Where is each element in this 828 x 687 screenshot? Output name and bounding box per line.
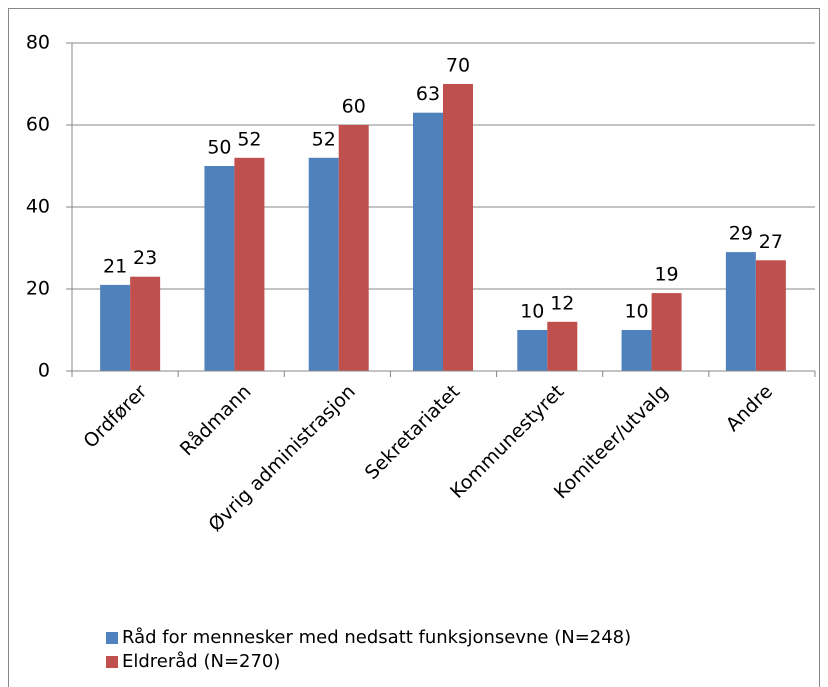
y-tick-label: 80 <box>26 32 50 54</box>
value-label: 19 <box>654 264 678 286</box>
value-label: 52 <box>237 128 261 150</box>
bar <box>651 293 682 371</box>
bar <box>725 252 756 371</box>
bar <box>100 284 131 371</box>
value-label: 60 <box>342 96 366 118</box>
bar <box>517 330 548 371</box>
y-tick-label: 20 <box>26 278 50 300</box>
bar <box>547 321 578 371</box>
value-label: 70 <box>446 55 470 77</box>
bar <box>755 260 786 371</box>
legend-label: Råd for mennesker med nedsatt funksjonse… <box>122 627 631 648</box>
bar <box>204 166 235 371</box>
bar <box>338 125 369 371</box>
value-label: 10 <box>624 301 648 323</box>
y-tick-label: 60 <box>26 114 50 136</box>
legend-swatch <box>106 632 118 644</box>
bar <box>308 157 339 371</box>
value-label: 29 <box>729 223 753 245</box>
bar <box>621 330 652 371</box>
value-label: 63 <box>416 83 440 105</box>
value-label: 50 <box>207 137 231 159</box>
value-label: 52 <box>312 128 336 150</box>
bar <box>130 276 161 371</box>
bar <box>443 84 473 371</box>
bar <box>413 112 443 371</box>
value-label: 23 <box>133 247 157 269</box>
value-label: 12 <box>550 292 574 314</box>
legend-swatch <box>106 656 118 668</box>
value-label: 27 <box>759 231 783 253</box>
value-label: 10 <box>520 301 544 323</box>
y-tick-label: 40 <box>26 196 50 218</box>
bar <box>234 157 265 371</box>
legend-label: Eldreråd (N=270) <box>122 651 280 672</box>
y-tick-label: 0 <box>38 360 50 382</box>
value-label: 21 <box>103 255 127 277</box>
